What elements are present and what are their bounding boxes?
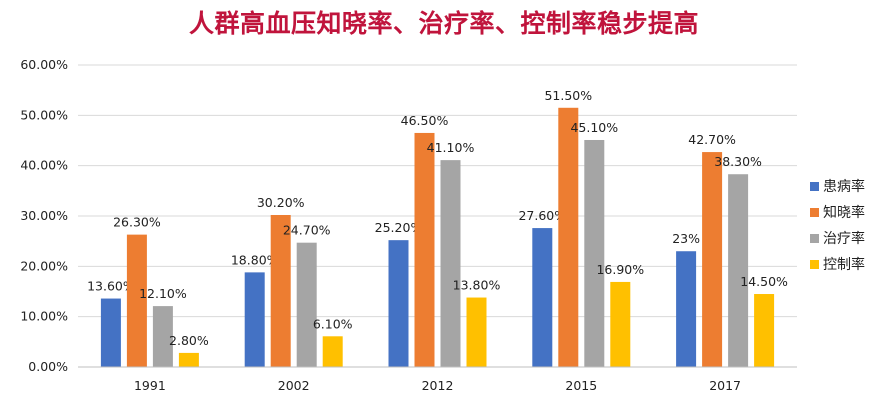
data-label: 14.50%: [740, 274, 788, 289]
bar: [610, 281, 631, 367]
bar: [532, 228, 553, 367]
bar: [414, 132, 435, 367]
data-label: 24.70%: [283, 223, 331, 238]
legend-label: 治疗率: [823, 230, 865, 247]
y-tick-label: 20.00%: [20, 258, 68, 273]
x-tick-label: 1991: [134, 378, 166, 393]
data-label: 46.50%: [401, 113, 449, 128]
y-tick-label: 10.00%: [20, 309, 68, 324]
bar: [676, 251, 697, 367]
data-label: 16.90%: [596, 262, 644, 277]
data-label: 13.80%: [453, 278, 501, 293]
data-label: 13.60%: [87, 279, 135, 294]
data-label: 45.10%: [570, 120, 618, 135]
bar: [388, 240, 409, 367]
data-label: 2.80%: [169, 333, 209, 348]
bar: [322, 336, 343, 367]
x-tick-label: 2017: [709, 378, 741, 393]
bar: [702, 152, 723, 367]
legend-swatch: [810, 182, 819, 191]
bar: [178, 352, 199, 367]
legend-swatch: [810, 234, 819, 243]
y-tick-label: 50.00%: [20, 107, 68, 122]
y-tick-label: 40.00%: [20, 158, 68, 173]
data-label: 12.10%: [139, 286, 187, 301]
y-tick-label: 60.00%: [20, 57, 68, 72]
data-label: 25.20%: [375, 220, 423, 235]
bar: [728, 174, 749, 367]
data-label: 41.10%: [427, 140, 475, 155]
legend-label: 控制率: [823, 256, 865, 273]
bar: [244, 272, 265, 367]
legend-label: 患病率: [823, 178, 865, 195]
chart-title: 人群高血压知晓率、治疗率、控制率稳步提高: [188, 9, 699, 38]
data-label: 27.60%: [518, 208, 566, 223]
data-label: 18.80%: [231, 252, 279, 267]
bar: [296, 242, 317, 367]
data-label: 30.20%: [257, 195, 305, 210]
bar: [754, 294, 775, 367]
data-label: 51.50%: [544, 88, 592, 103]
bar: [152, 306, 173, 367]
data-label: 6.10%: [313, 316, 353, 331]
x-tick-label: 2002: [278, 378, 310, 393]
bar: [270, 214, 291, 367]
legend-swatch: [810, 208, 819, 217]
bar: [584, 139, 605, 367]
bar: [558, 107, 579, 368]
x-tick-label: 2015: [565, 378, 597, 393]
bar: [466, 297, 487, 367]
data-label: 38.30%: [714, 154, 762, 169]
bar: [126, 234, 147, 367]
legend-label: 知晓率: [823, 204, 865, 221]
x-tick-label: 2012: [422, 378, 454, 393]
legend-swatch: [810, 260, 819, 269]
y-tick-label: 30.00%: [20, 208, 68, 223]
data-label: 42.70%: [688, 132, 736, 147]
data-label: 26.30%: [113, 215, 161, 230]
y-tick-label: 0.00%: [28, 359, 68, 374]
data-label: 23%: [672, 231, 700, 246]
bar: [440, 160, 461, 367]
bar: [100, 298, 121, 367]
